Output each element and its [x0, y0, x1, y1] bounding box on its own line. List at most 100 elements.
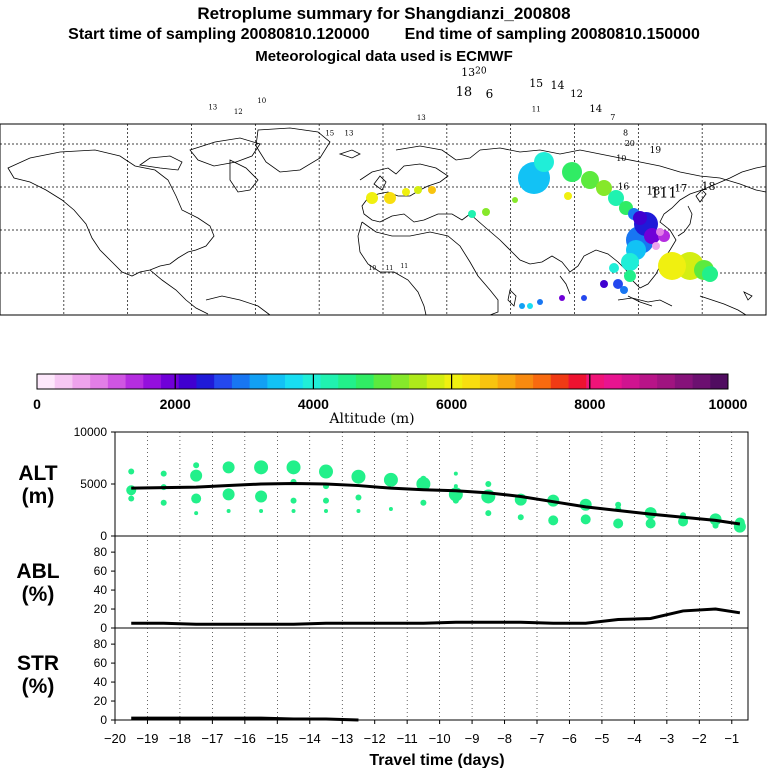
x-tick-label: −3: [659, 731, 674, 746]
colorbar-swatch: [355, 374, 375, 389]
y-tick-label: 0: [100, 713, 107, 727]
colorbar-swatch: [426, 374, 445, 389]
alt-blob-marker: [128, 495, 135, 502]
colorbar-swatch: [479, 374, 499, 389]
plume-blob: [482, 208, 490, 216]
alt-blob-marker: [420, 499, 427, 506]
plume-blob: [596, 180, 612, 196]
y-tick-label: 20: [94, 694, 108, 708]
alt-blob-marker: [615, 501, 622, 508]
colorbar-swatch: [231, 374, 251, 389]
alt-blob-marker: [324, 509, 328, 514]
plume-blob: [600, 280, 608, 288]
alt-blob-marker: [580, 514, 591, 525]
plume-blob: [384, 192, 396, 204]
alt-blob-marker: [712, 522, 719, 529]
colorbar-swatch: [692, 374, 711, 389]
plume-blob: [608, 190, 624, 206]
end-label: End time of sampling: [404, 26, 567, 43]
x-tick-label: −12: [364, 731, 386, 746]
alt-blob-marker: [351, 469, 366, 484]
alt-blob-marker: [323, 497, 329, 504]
alt-blob-marker: [286, 460, 301, 475]
plume-day-label: 18: [646, 184, 660, 197]
alt-blob-marker: [128, 468, 135, 475]
plume-day-label: 7: [610, 113, 615, 122]
panel-label: STR: [17, 652, 59, 675]
alt-blob-marker: [485, 510, 492, 517]
colorbar-swatch: [391, 374, 410, 389]
x-tick-label: −7: [530, 731, 545, 746]
colorbar-frame: [36, 373, 729, 390]
colorbar-tick-label: 2000: [160, 396, 191, 412]
alt-median-line: [131, 481, 741, 526]
colorbar-swatch: [550, 374, 569, 389]
panel-label: ABL: [16, 560, 59, 583]
colorbar-tick-label: 8000: [574, 396, 605, 412]
plume-day-label: 17: [675, 184, 688, 195]
plume-blob: [414, 186, 422, 194]
met-data-line: Meteorological data used is ECMWF: [255, 48, 513, 65]
alt-blob-marker: [383, 472, 398, 487]
y-tick-label: 0: [100, 621, 107, 635]
alt-blob-marker: [254, 460, 269, 475]
colorbar-swatch: [338, 374, 357, 389]
x-tick-label: −17: [201, 731, 223, 746]
panel-label: ALT: [18, 462, 57, 485]
colorbar-swatch: [178, 374, 197, 389]
plume-day-label: 10: [257, 97, 266, 105]
sampling-times: Start time of sampling 20080810.120000 E…: [0, 26, 768, 44]
colorbar-swatch: [533, 374, 552, 389]
alt-blob-marker: [291, 509, 296, 514]
colorbar-swatch: [568, 374, 587, 389]
colorbar-swatch: [497, 374, 516, 389]
x-tick-label: −11: [397, 731, 418, 746]
plume-blob: [519, 303, 525, 309]
alt-blob-marker: [453, 484, 458, 489]
chart-title: Retroplume summary for Shangdianzi_20080…: [197, 4, 571, 23]
plume-blob: [702, 266, 718, 282]
x-tick-label: −8: [497, 731, 512, 746]
plume-blob: [366, 192, 378, 204]
colorbar-swatch: [710, 374, 729, 389]
alt-blob-marker: [290, 497, 297, 504]
plume-day-label: 10: [616, 154, 626, 163]
plume-day-label: 13: [208, 103, 217, 111]
alt-blob-marker: [356, 509, 361, 514]
colorbar-tick-label: 4000: [298, 396, 329, 412]
panel-unit-label: (%): [22, 675, 55, 698]
colorbar-swatch: [214, 374, 233, 389]
plume-day-label: 13: [344, 129, 353, 137]
colorbar-swatch: [373, 374, 392, 389]
plume-day-label: 15: [529, 77, 543, 90]
plume-day-label: 12: [234, 108, 243, 116]
alt-blob-marker: [452, 497, 459, 504]
str-line: [131, 716, 359, 722]
colorbar-swatch: [249, 374, 268, 389]
plume-day-label: 15: [325, 129, 334, 137]
start-value: 20080810.120000: [240, 26, 370, 43]
alt-blob-marker: [160, 470, 167, 477]
colorbar-swatch: [107, 374, 126, 389]
plume-blob: [512, 197, 518, 203]
plume-blob: [534, 152, 554, 172]
start-label: Start time of sampling: [68, 26, 237, 43]
y-tick-label: 60: [94, 564, 108, 578]
colorbar-swatch: [515, 374, 534, 389]
plume-day-label: 6: [486, 87, 494, 101]
plume-blob: [609, 263, 619, 273]
alt-blob-marker: [485, 481, 492, 487]
plume-day-label: 20: [625, 139, 635, 148]
y-tick-label: 10000: [74, 425, 108, 439]
colorbar-swatch: [603, 374, 623, 389]
plume-blob: [581, 171, 599, 189]
plume-day-label: 10: [369, 265, 377, 272]
end-value: 20080810.150000: [570, 26, 700, 43]
x-tick-label: −19: [136, 731, 158, 746]
x-tick-label: −13: [331, 731, 353, 746]
colorbar-swatch: [621, 374, 640, 389]
plume-day-label: 12: [570, 89, 583, 100]
alt-blob-marker: [222, 461, 235, 474]
